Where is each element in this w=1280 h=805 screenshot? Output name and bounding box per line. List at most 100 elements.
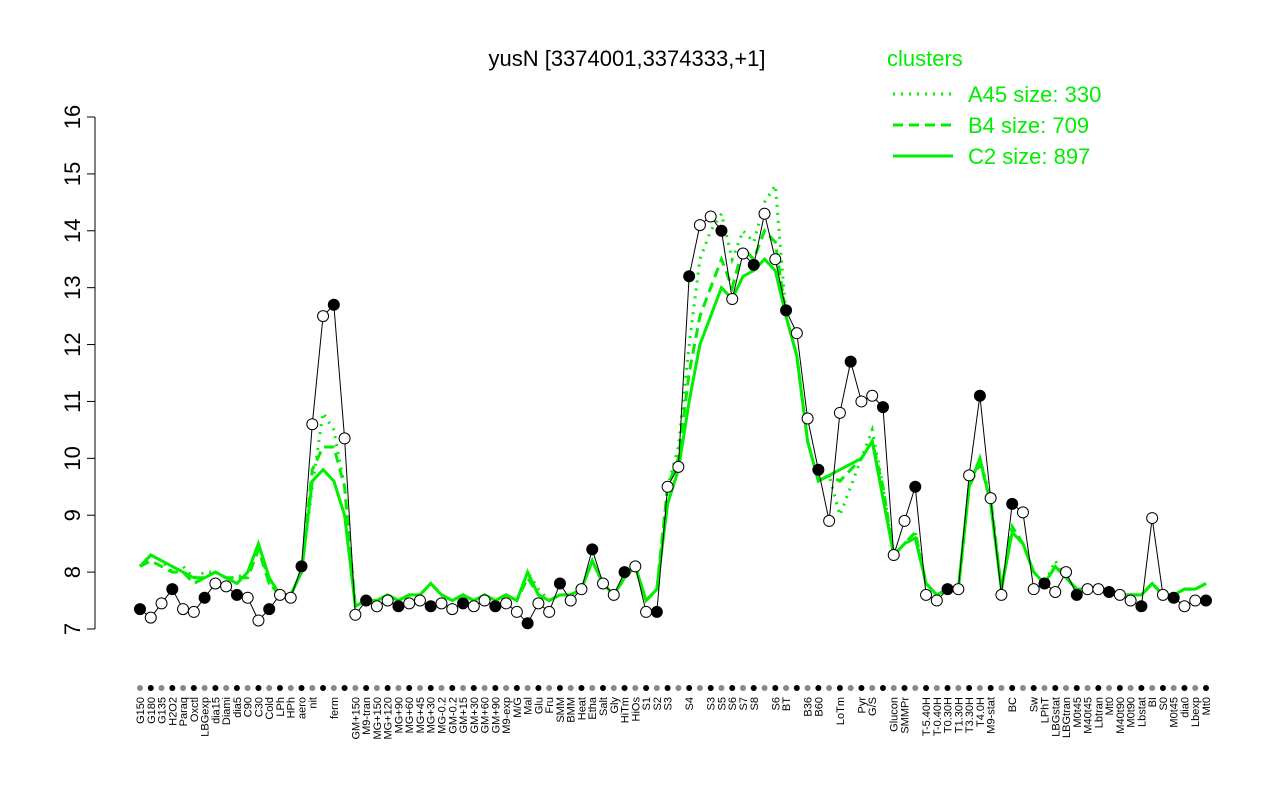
x-marker — [169, 685, 176, 691]
x-marker — [686, 685, 693, 691]
x-marker — [1019, 685, 1026, 691]
cluster-line — [138, 257, 1207, 609]
data-point — [220, 580, 233, 593]
data-point — [144, 611, 157, 624]
x-marker — [793, 685, 800, 691]
x-marker — [600, 685, 607, 691]
x-marker — [1149, 685, 1156, 691]
x-tick-label: M9-tran — [361, 697, 373, 735]
data-point — [715, 224, 728, 237]
chart-title: yusN [3374001,3374333,+1] — [488, 46, 765, 71]
x-marker — [416, 685, 423, 691]
y-tick-label: 14 — [60, 219, 85, 243]
data-point — [1200, 594, 1212, 607]
data-point — [349, 608, 362, 621]
x-marker — [266, 685, 273, 691]
data-point — [629, 560, 642, 573]
data-point — [823, 514, 836, 527]
x-marker — [309, 685, 316, 691]
x-marker — [546, 685, 553, 691]
x-marker — [696, 685, 703, 691]
data-point — [230, 588, 243, 601]
x-tick-label: T-0.40H — [932, 697, 944, 736]
y-tick-label: 13 — [60, 275, 85, 299]
x-tick-label: S4 — [684, 697, 696, 710]
x-marker — [643, 685, 650, 691]
x-tick-label: S2 — [652, 697, 664, 710]
data-point — [1081, 583, 1094, 596]
x-marker — [233, 685, 240, 691]
x-marker — [201, 685, 208, 691]
data-point — [306, 418, 319, 431]
x-marker — [1116, 685, 1123, 691]
x-marker — [976, 685, 983, 691]
x-tick-label: BC — [1007, 697, 1019, 712]
x-tick-label: LBGtran — [1061, 697, 1073, 738]
data-point — [198, 591, 211, 604]
x-tick-label: Lbexp — [1190, 697, 1202, 727]
x-marker — [1106, 685, 1113, 691]
data-point — [984, 492, 997, 505]
x-tick-label: M9-exp — [501, 697, 513, 734]
x-marker — [427, 685, 434, 691]
y-tick-label: 8 — [60, 566, 85, 578]
data-point — [478, 594, 491, 607]
x-tick-label: nit — [307, 697, 319, 709]
x-tick-label: S1 — [641, 697, 653, 710]
x-marker — [836, 685, 843, 691]
x-tick-label: GM+150 — [350, 697, 362, 740]
x-tick-label: T1.30H — [953, 697, 965, 733]
x-marker — [664, 685, 671, 691]
x-marker — [912, 685, 919, 691]
data-point — [963, 469, 976, 482]
data-point — [672, 460, 685, 473]
x-tick-label: Lbstat — [1136, 697, 1148, 727]
data-point — [252, 614, 265, 627]
x-tick-label: MG-0.2 — [436, 697, 448, 734]
data-point — [424, 600, 437, 613]
data-point — [166, 583, 179, 596]
x-marker — [1192, 685, 1199, 691]
x-marker — [223, 685, 230, 691]
cluster-line — [139, 228, 1207, 609]
x-tick-label: T3.30H — [964, 697, 976, 733]
x-tick-label: G135 — [157, 697, 169, 724]
x-tick-label: Heat — [576, 697, 588, 720]
x-tick-label: T4.0H — [975, 697, 987, 727]
data-point — [995, 588, 1008, 601]
data-point — [446, 603, 459, 616]
x-marker — [653, 685, 660, 691]
data-point — [500, 597, 513, 610]
x-tick-label: C90 — [243, 697, 255, 717]
data-point — [736, 247, 749, 260]
data-point — [381, 594, 394, 607]
x-tick-label: GM-0.2 — [447, 697, 459, 734]
x-tick-label: M/G — [512, 697, 524, 718]
data-point — [1016, 506, 1029, 519]
x-marker — [438, 685, 445, 691]
data-point — [435, 597, 448, 610]
x-tick-label: dia5 — [232, 697, 244, 718]
y-tick-label: 12 — [60, 332, 85, 356]
data-point — [780, 304, 793, 317]
x-marker — [1095, 685, 1102, 691]
data-point — [586, 543, 599, 556]
data-point — [1092, 583, 1105, 596]
x-tick-label: LPh — [275, 697, 287, 717]
x-tick-label: Mal — [523, 697, 535, 715]
x-marker — [1127, 685, 1134, 691]
data-point — [758, 207, 771, 220]
y-tick-label: 9 — [60, 509, 85, 521]
data-point — [543, 605, 556, 618]
x-tick-label: Paraq — [178, 697, 190, 726]
x-tick-label: M0t90 — [1126, 697, 1138, 728]
data-point — [134, 603, 146, 616]
data-point — [1156, 588, 1169, 601]
x-tick-label: S6 — [770, 697, 782, 710]
x-tick-label: Mt0 — [1104, 697, 1116, 715]
x-tick-label: Glucon — [889, 697, 901, 732]
data-point — [844, 355, 857, 368]
x-tick-label: LBGexp — [200, 697, 212, 737]
data-point — [1146, 512, 1159, 525]
x-tick-label: HiTm — [620, 697, 632, 723]
